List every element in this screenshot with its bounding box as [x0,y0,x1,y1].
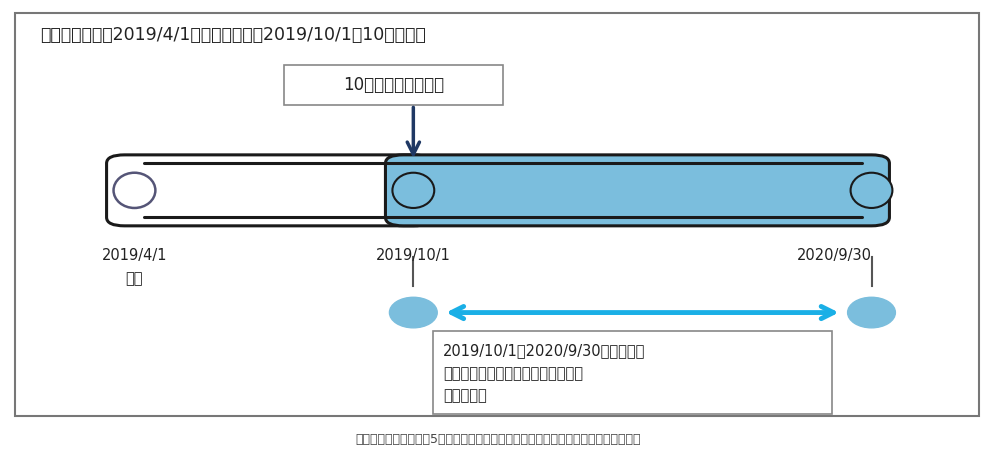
Text: 2019/4/1: 2019/4/1 [102,248,167,263]
FancyBboxPatch shape [107,155,431,226]
Text: 間に５日年休を取得させなければな: 間に５日年休を取得させなければな [443,366,584,381]
Text: 2019/10/1～2020/9/30までの１年: 2019/10/1～2020/9/30までの１年 [443,343,645,358]
FancyBboxPatch shape [15,13,979,416]
Text: 2020/9/30: 2020/9/30 [797,248,872,263]
Text: （例）入社日：2019/4/1　休暇付与日：2019/10/1（10日付与）: （例）入社日：2019/4/1 休暇付与日：2019/10/1（10日付与） [40,26,425,44]
Text: 入社: 入社 [125,272,143,286]
FancyBboxPatch shape [401,164,425,216]
FancyBboxPatch shape [284,65,503,105]
FancyBboxPatch shape [433,331,832,414]
Text: 2019/10/1: 2019/10/1 [375,248,451,263]
Ellipse shape [389,298,437,328]
Ellipse shape [114,173,155,208]
Text: 10日付与（基準日）: 10日付与（基準日） [343,76,444,94]
FancyBboxPatch shape [385,155,889,226]
Text: りません。: りません。 [443,388,487,403]
Text: （厚生労働省発行『年5日の年次有給休暇の確実な取得　わかりやすい解説』より）: （厚生労働省発行『年5日の年次有給休暇の確実な取得 わかりやすい解説』より） [356,433,640,446]
FancyBboxPatch shape [401,164,425,216]
Ellipse shape [392,173,434,208]
Ellipse shape [848,298,895,328]
Ellipse shape [851,173,892,208]
